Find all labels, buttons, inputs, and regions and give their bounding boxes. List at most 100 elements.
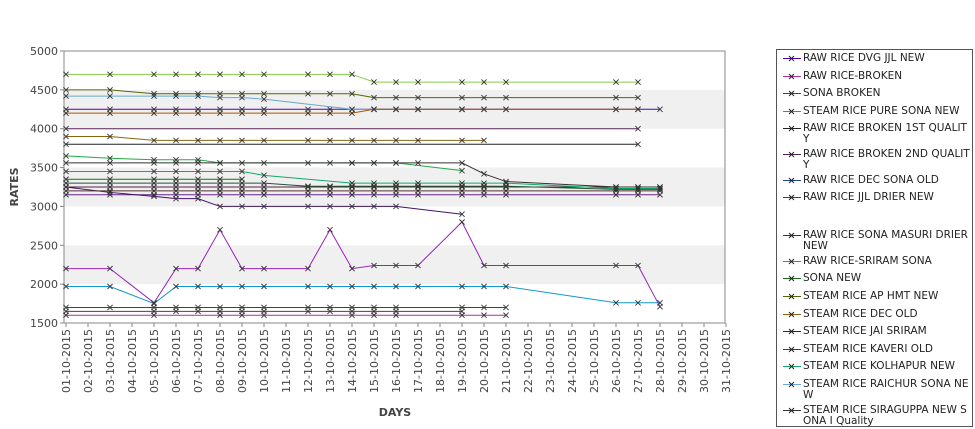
- data-point: [217, 226, 223, 233]
- legend-label: STEAM RICE KAVERI OLD: [803, 342, 933, 355]
- data-point: [393, 137, 399, 144]
- data-point: [415, 79, 421, 86]
- data-point: [173, 110, 179, 117]
- x-tick-label: 21-10-2015: [500, 329, 513, 393]
- legend-item: STEAM RICE KAVERI OLD: [777, 341, 972, 359]
- data-point: [217, 137, 223, 144]
- data-point: [415, 262, 421, 269]
- x-axis-title: DAYS: [379, 406, 412, 419]
- x-tick-label: 23-10-2015: [544, 329, 557, 393]
- y-tick-label: 4000: [30, 123, 58, 136]
- data-point: [613, 106, 619, 113]
- data-point: [151, 71, 157, 78]
- data-point: [63, 159, 69, 166]
- legend-label: SONA NEW: [803, 272, 862, 285]
- data-point: [349, 71, 355, 78]
- plot-frame: [63, 50, 726, 324]
- data-point: [459, 137, 465, 144]
- data-point: [327, 137, 333, 144]
- series-group-item: [63, 159, 663, 190]
- series-group-item: [63, 125, 641, 132]
- data-point: [63, 187, 69, 194]
- data-point: [261, 283, 267, 290]
- data-point: [305, 265, 311, 272]
- data-point: [613, 186, 619, 193]
- series-line: [66, 162, 660, 188]
- data-point: [327, 183, 333, 190]
- data-point: [393, 159, 399, 166]
- data-point: [63, 71, 69, 78]
- data-point: [371, 106, 377, 113]
- legend-label: STEAM RICE SIRAGUPPA NEW SONA I Quality: [803, 403, 967, 427]
- data-point: [195, 137, 201, 144]
- data-point: [63, 141, 69, 148]
- legend-label: RAW RICE JJL DRIER NEW: [803, 191, 934, 204]
- data-point: [503, 312, 509, 319]
- data-point: [327, 304, 333, 311]
- data-point: [393, 183, 399, 190]
- data-point: [349, 110, 355, 117]
- data-point: [63, 304, 69, 311]
- data-point: [635, 299, 641, 306]
- legend-marker-icon: [781, 149, 803, 162]
- data-point: [151, 93, 157, 99]
- data-point: [151, 299, 157, 306]
- series-group-item: [63, 168, 663, 192]
- rates-line-chart: 1500 2000 2500 3000 3500 4000 4500 5000 01-10-2…: [8, 45, 733, 419]
- data-point: [173, 93, 179, 99]
- data-point: [635, 184, 641, 190]
- data-point: [459, 79, 465, 86]
- legend-label: RAW RICE BROKEN 1ST QUALITY: [803, 122, 967, 146]
- x-tick-label: 03-10-2015: [104, 329, 117, 393]
- data-point: [327, 110, 333, 117]
- x-tick-label: 12-10-2015: [302, 329, 315, 393]
- y-tick-label: 3500: [30, 162, 58, 175]
- series-group-item: [63, 106, 641, 117]
- data-point: [459, 167, 465, 174]
- data-point: [305, 187, 311, 194]
- legend-item: SONA BROKEN: [777, 85, 972, 103]
- chart-legend: RAW RICE DVG JJL NEW RAW RICE-BROKEN SONA …: [776, 49, 973, 427]
- data-point: [349, 137, 355, 144]
- data-point: [393, 94, 399, 101]
- data-point: [327, 159, 333, 166]
- legend-item: RAW RICE DVG JJL NEW: [777, 50, 972, 68]
- x-tick-label: 11-10-2015: [280, 329, 293, 393]
- data-point: [371, 262, 377, 269]
- data-point: [481, 312, 487, 319]
- series-group-item: [63, 312, 509, 319]
- data-point: [239, 110, 245, 117]
- data-point: [305, 90, 311, 97]
- data-point: [459, 106, 465, 113]
- series-line: [66, 73, 638, 83]
- data-point: [195, 187, 201, 194]
- data-point: [261, 110, 267, 117]
- series-line: [66, 285, 660, 305]
- data-point: [327, 226, 333, 233]
- data-point: [107, 180, 113, 187]
- legend-marker-icon: [781, 175, 803, 188]
- y-tick-label: 3000: [30, 200, 58, 213]
- data-point: [459, 211, 465, 218]
- data-point: [635, 262, 641, 269]
- data-point: [239, 168, 245, 175]
- data-point: [217, 94, 223, 101]
- data-point: [481, 183, 487, 190]
- data-point: [107, 93, 113, 99]
- legend-marker-icon: [781, 344, 803, 357]
- x-tick-label: 24-10-2015: [566, 329, 579, 393]
- data-point: [327, 283, 333, 290]
- data-point: [217, 71, 223, 78]
- data-point: [239, 137, 245, 144]
- data-point: [635, 125, 641, 132]
- x-tick-label: 09-10-2015: [236, 329, 249, 393]
- data-point: [613, 299, 619, 306]
- legend-label: RAW RICE BROKEN 2ND QUALITY: [803, 148, 970, 171]
- data-point: [195, 71, 201, 78]
- data-point: [63, 86, 69, 93]
- data-point: [217, 168, 223, 175]
- data-point: [349, 304, 355, 311]
- y-tick-label: 2000: [30, 278, 58, 291]
- legend-marker-icon: [781, 192, 803, 205]
- data-point: [349, 265, 355, 272]
